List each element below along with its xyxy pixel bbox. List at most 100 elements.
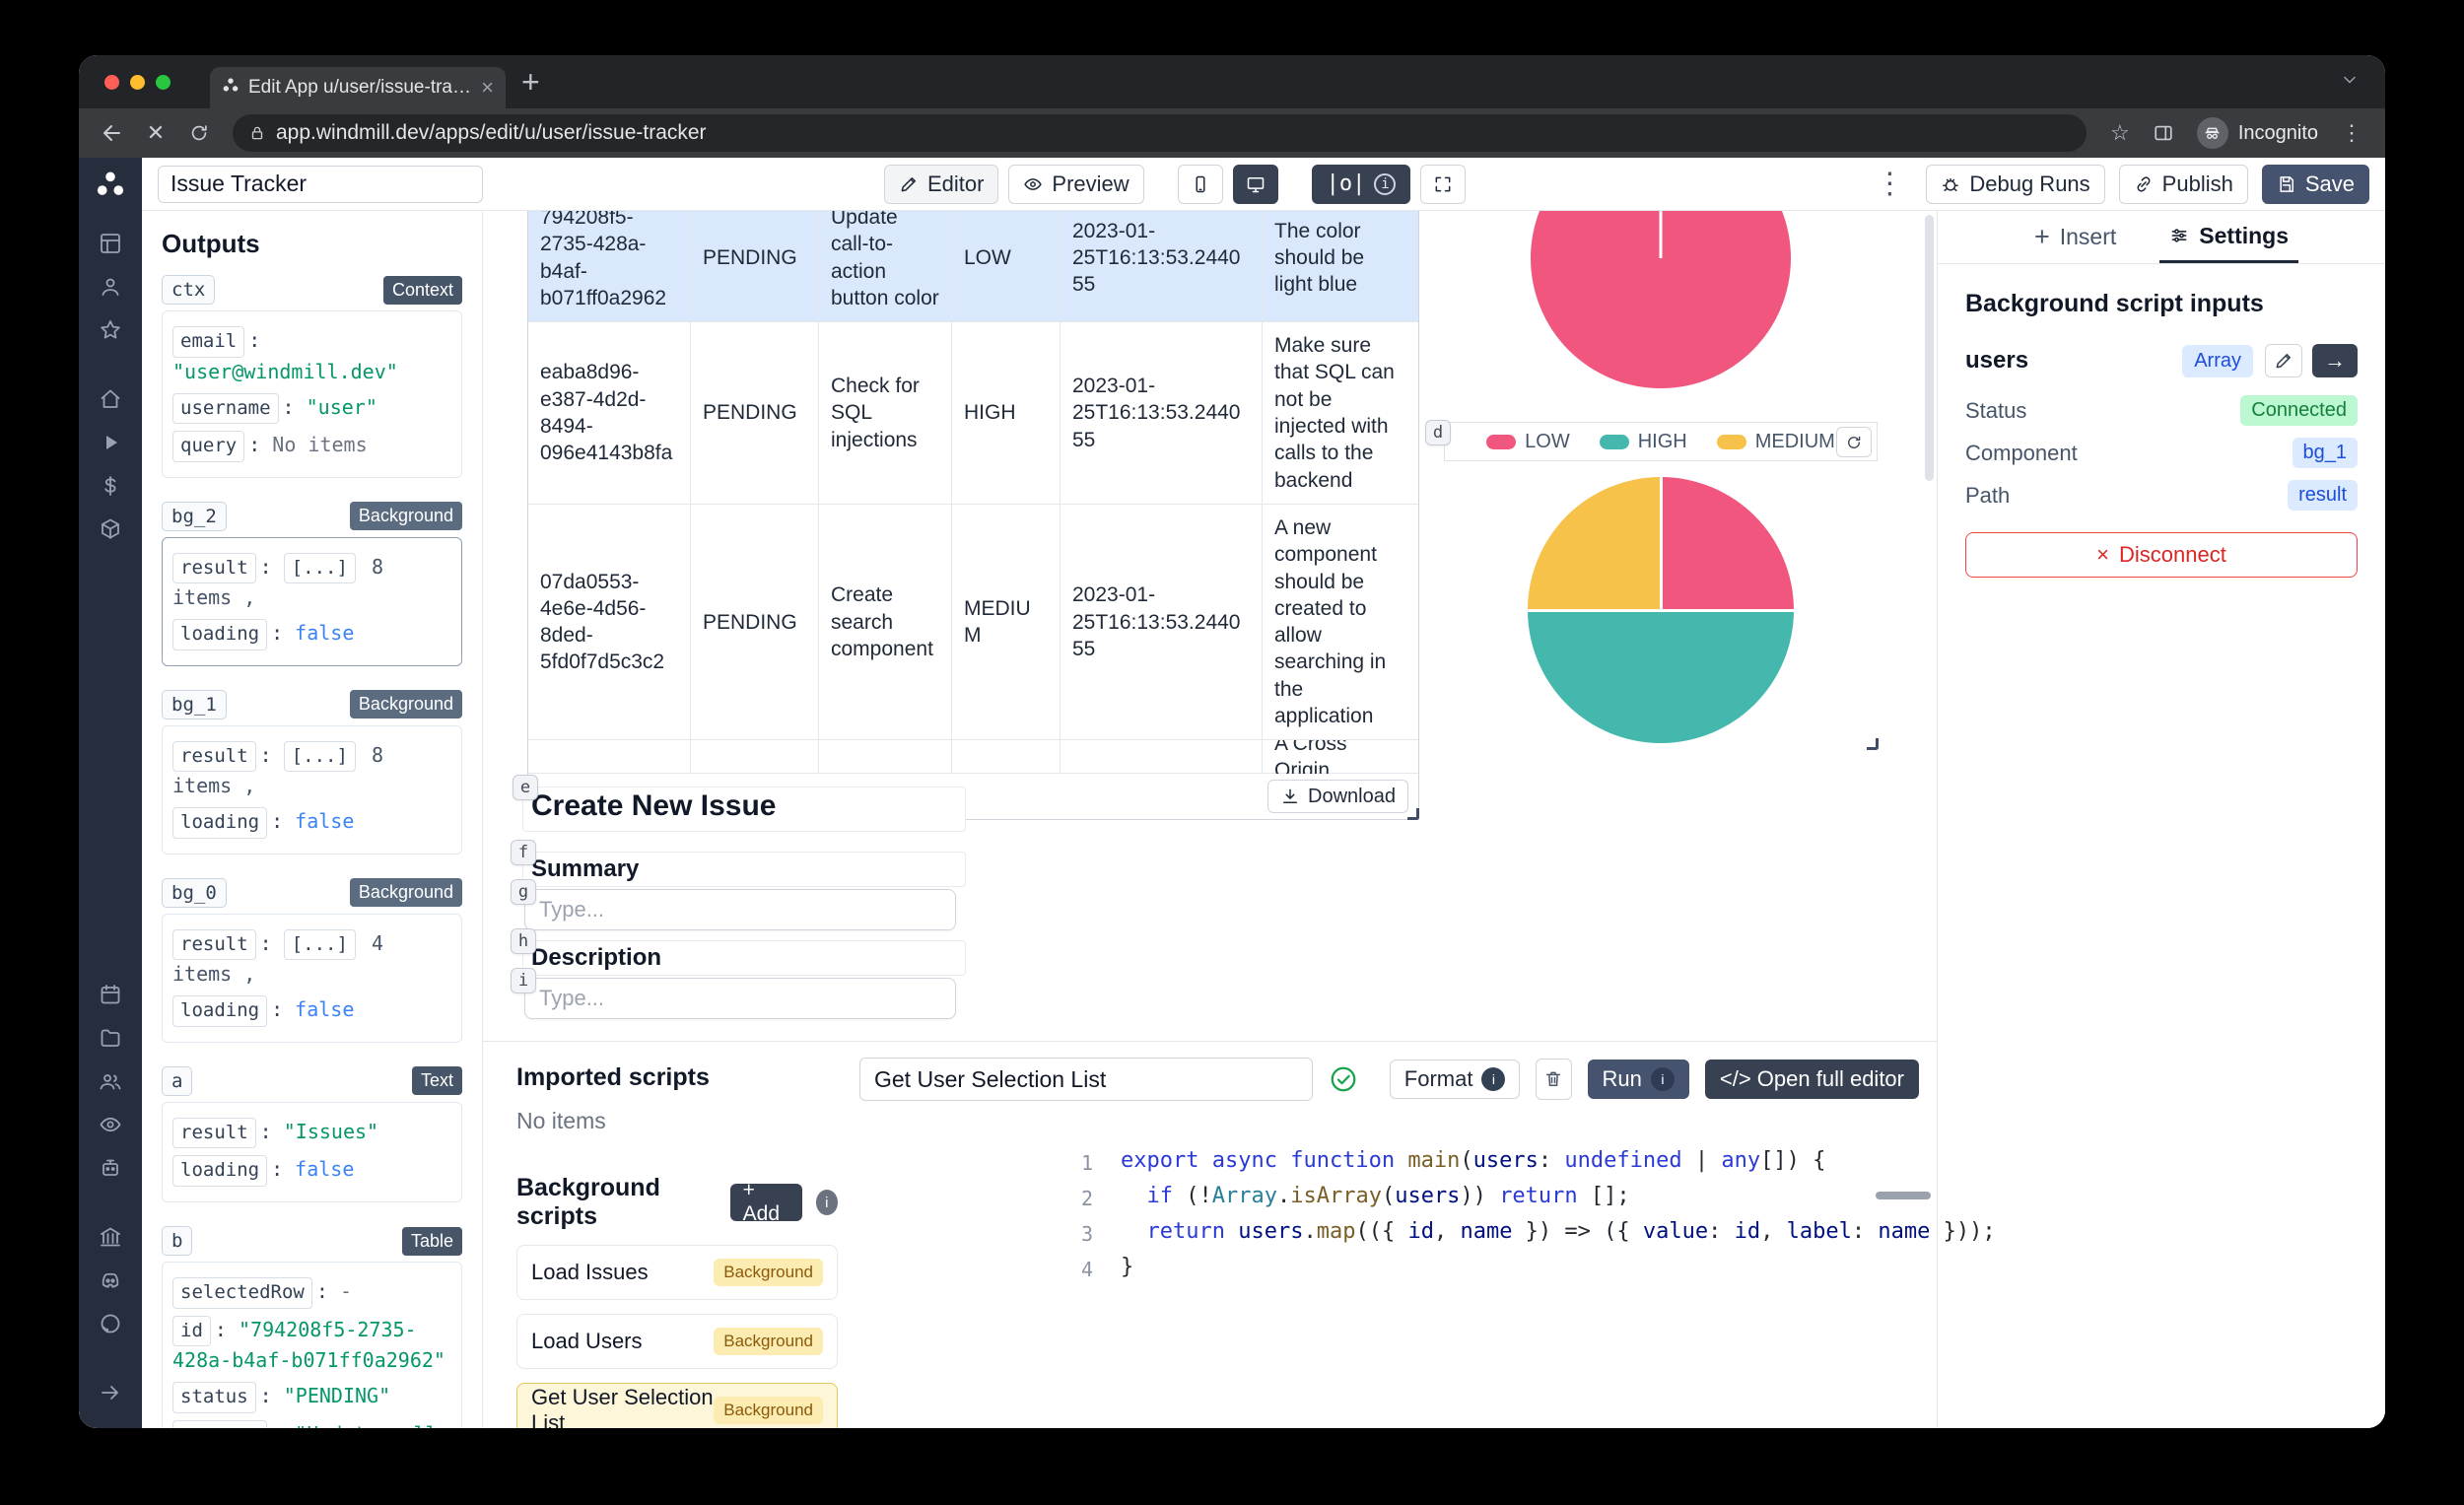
- output-key[interactable]: loading: [172, 807, 268, 839]
- editor-mode-button[interactable]: Editor: [883, 164, 999, 204]
- goto-component-button[interactable]: →: [2312, 344, 2358, 377]
- output-key[interactable]: loading: [172, 619, 268, 650]
- add-script-button[interactable]: + Add: [729, 1179, 802, 1225]
- run-button[interactable]: Run i: [1587, 1060, 1689, 1099]
- app-canvas[interactable]: 794208f5-2735-428a-b4af-b071ff0a2962 PEND…: [483, 211, 1937, 1041]
- delete-script-button[interactable]: [1536, 1059, 1572, 1100]
- home-icon[interactable]: [88, 377, 133, 421]
- output-section-id[interactable]: bg_1: [162, 689, 227, 719]
- new-tab-button[interactable]: +: [521, 64, 540, 100]
- dollar-icon[interactable]: [88, 464, 133, 508]
- issue-row[interactable]: eaba8d96-e387-4d2d-8494-096e4143b8fa PEND…: [528, 322, 1418, 505]
- format-button[interactable]: Format i: [1389, 1060, 1521, 1099]
- fullscreen-button[interactable]: [1420, 164, 1467, 204]
- output-key[interactable]: loading: [172, 1155, 268, 1188]
- disconnect-button[interactable]: × Disconnect: [1965, 532, 2358, 578]
- output-section-id[interactable]: b: [162, 1226, 193, 1257]
- app-name-input[interactable]: [158, 165, 483, 203]
- array-expander[interactable]: [...]: [283, 552, 356, 584]
- github-icon[interactable]: [88, 1302, 133, 1345]
- legend-item-high[interactable]: HIGH: [1599, 431, 1687, 453]
- code-editor[interactable]: 1 export async function main(users: undef…: [857, 1105, 1996, 1428]
- output-section-id[interactable]: ctx: [162, 275, 216, 305]
- browser-tab[interactable]: Edit App u/user/issue-tracker | ×: [210, 67, 506, 108]
- output-key[interactable]: selectedRow: [172, 1277, 312, 1309]
- output-key[interactable]: id: [172, 1315, 211, 1347]
- component-badge-h[interactable]: h: [511, 928, 536, 954]
- users-icon[interactable]: [88, 1060, 133, 1103]
- eye-icon[interactable]: [88, 1103, 133, 1146]
- close-window-button[interactable]: [104, 74, 119, 90]
- script-list-item[interactable]: Get User Selection List Background: [516, 1383, 838, 1428]
- output-key[interactable]: email: [172, 326, 245, 358]
- script-list-item[interactable]: Load Issues Background: [516, 1245, 838, 1300]
- component-badge-d[interactable]: d: [1425, 420, 1451, 445]
- array-expander[interactable]: [...]: [283, 928, 356, 961]
- edit-field-button[interactable]: [2265, 344, 2302, 377]
- component-badge-e[interactable]: e: [513, 775, 538, 800]
- component-badge-f[interactable]: f: [511, 840, 536, 865]
- arrow-right-icon[interactable]: [88, 1371, 133, 1414]
- bank-icon[interactable]: [88, 1215, 133, 1259]
- output-key[interactable]: result: [172, 928, 256, 961]
- star-icon[interactable]: [88, 308, 133, 352]
- output-key[interactable]: result: [172, 740, 256, 773]
- script-name-input[interactable]: [859, 1058, 1313, 1101]
- legend-item-low[interactable]: LOW: [1486, 431, 1570, 453]
- output-section-id[interactable]: bg_2: [162, 501, 227, 531]
- play-icon[interactable]: [88, 421, 133, 464]
- browser-menu-kebab-icon[interactable]: ⋮: [2341, 120, 2362, 145]
- cube-icon[interactable]: [88, 508, 133, 551]
- publish-button[interactable]: Publish: [2118, 164, 2248, 204]
- output-section-id[interactable]: a: [162, 1065, 193, 1096]
- open-full-editor-button[interactable]: </> Open full editor: [1704, 1060, 1919, 1099]
- tab-search-chevron-icon[interactable]: [2340, 70, 2360, 95]
- app-menu-kebab-icon[interactable]: ⋮: [1875, 168, 1905, 200]
- output-section-id[interactable]: bg_0: [162, 877, 227, 908]
- resize-handle[interactable]: [1867, 738, 1879, 750]
- mobile-view-button[interactable]: [1177, 164, 1223, 204]
- minimize-window-button[interactable]: [130, 74, 145, 90]
- issue-row[interactable]: 07da0553-4e6e-4d56-8ded-5fd0f7d5c3c2 PEND…: [528, 504, 1418, 741]
- calendar-icon[interactable]: [88, 973, 133, 1016]
- issue-row[interactable]: A Cross Origin: [528, 740, 1418, 775]
- download-button[interactable]: Download: [1267, 780, 1408, 814]
- output-key[interactable]: result: [172, 552, 256, 584]
- discord-icon[interactable]: [88, 1259, 133, 1302]
- output-key[interactable]: result: [172, 1117, 256, 1149]
- user-icon[interactable]: [88, 265, 133, 308]
- reload-icon[interactable]: [179, 113, 219, 153]
- code-scrollbar-thumb[interactable]: [1876, 1192, 1931, 1199]
- array-expander[interactable]: [...]: [283, 740, 356, 773]
- component-badge-i[interactable]: i: [511, 968, 536, 993]
- save-button[interactable]: Save: [2261, 164, 2369, 204]
- windmill-logo[interactable]: [95, 170, 126, 206]
- robot-icon[interactable]: [88, 1146, 133, 1190]
- preview-mode-button[interactable]: Preview: [1008, 164, 1144, 204]
- bookmark-star-icon[interactable]: ☆: [2109, 120, 2130, 145]
- output-key[interactable]: loading: [172, 995, 268, 1027]
- script-list-item[interactable]: Load Users Background: [516, 1314, 838, 1369]
- resize-handle[interactable]: [1407, 808, 1419, 821]
- output-key[interactable]: query: [172, 431, 245, 462]
- legend-item-medium[interactable]: MEDIUM: [1716, 431, 1835, 453]
- side-panel-icon[interactable]: [2144, 113, 2183, 153]
- chart-refresh-button[interactable]: [1836, 427, 1872, 457]
- stop-icon[interactable]: ✕: [146, 120, 166, 145]
- zoom-window-button[interactable]: [156, 74, 171, 90]
- apps-icon[interactable]: [88, 222, 133, 265]
- output-key[interactable]: username: [172, 392, 279, 425]
- output-key[interactable]: summary: [172, 1419, 268, 1428]
- component-badge-g[interactable]: g: [511, 879, 536, 905]
- debug-runs-button[interactable]: Debug Runs: [1926, 164, 2105, 204]
- summary-input[interactable]: [524, 889, 956, 930]
- tab-close-icon[interactable]: ×: [481, 75, 494, 100]
- address-bar[interactable]: app.windmill.dev/apps/edit/u/user/issue-…: [233, 114, 2087, 152]
- outputs-toggle-button[interactable]: |o| i: [1311, 164, 1411, 204]
- output-key[interactable]: status: [172, 1382, 256, 1413]
- tab-insert[interactable]: + Insert: [2024, 211, 2126, 263]
- back-icon[interactable]: [93, 113, 132, 153]
- canvas-scrollbar[interactable]: [1925, 215, 1934, 481]
- issue-row[interactable]: 794208f5-2735-428a-b4af-b071ff0a2962 PEND…: [528, 211, 1418, 323]
- description-input[interactable]: [524, 978, 956, 1019]
